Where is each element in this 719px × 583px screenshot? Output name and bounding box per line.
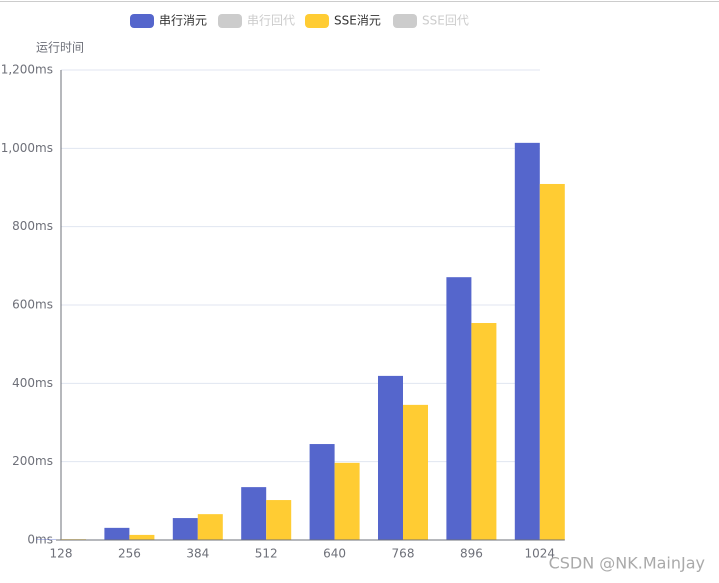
x-tick-label: 512 [255, 547, 278, 561]
x-tick-label: 896 [460, 547, 483, 561]
y-tick-label: 0ms [27, 533, 53, 547]
legend-swatch[interactable] [218, 14, 242, 28]
bar [129, 534, 155, 540]
x-tick-label: 768 [392, 547, 415, 561]
bar [471, 323, 497, 540]
y-tick-label: 600ms [12, 298, 53, 312]
x-tick-label: 384 [186, 547, 209, 561]
legend-label[interactable]: 串行消元 [159, 14, 207, 28]
legend-label[interactable]: 串行回代 [247, 14, 295, 28]
x-tick-label: 128 [50, 547, 73, 561]
y-tick-label: 800ms [12, 219, 53, 233]
bar [403, 404, 428, 540]
bar [104, 527, 130, 540]
bar [446, 277, 472, 540]
watermark: CSDN @NK.MainJay [549, 554, 705, 573]
bar [514, 142, 540, 540]
legend-swatch[interactable] [393, 14, 417, 28]
y-axis-label: 运行时间 [36, 41, 84, 55]
x-tick-label: 256 [118, 547, 141, 561]
legend-label[interactable]: SSE消元 [334, 14, 381, 28]
bar [266, 500, 292, 540]
bar [378, 375, 403, 540]
y-tick-label: 1,000ms [1, 141, 53, 155]
y-tick-label: 200ms [12, 454, 53, 468]
legend-swatch[interactable] [305, 14, 329, 28]
bar [241, 487, 267, 540]
y-tick-label: 1,200ms [1, 63, 53, 77]
bar [172, 518, 198, 540]
legend-label[interactable]: SSE回代 [422, 14, 469, 28]
bar [309, 444, 335, 540]
y-tick-label: 400ms [12, 376, 53, 390]
bar [334, 462, 360, 540]
x-tick-label: 640 [323, 547, 346, 561]
x-tick-label: 1024 [525, 547, 556, 561]
legend-swatch[interactable] [130, 14, 154, 28]
bar [539, 183, 565, 540]
bar [197, 514, 223, 540]
